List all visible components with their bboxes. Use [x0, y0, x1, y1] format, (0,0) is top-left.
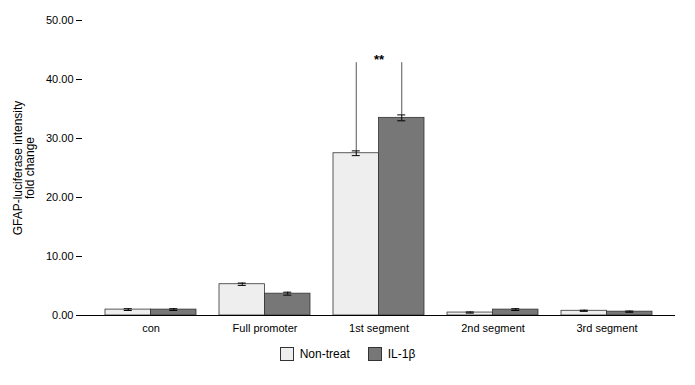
svg-text:**: ** [374, 52, 385, 67]
svg-text:20.00: 20.00 [46, 191, 74, 203]
svg-text:Full promoter: Full promoter [233, 322, 298, 334]
svg-text:50.00: 50.00 [46, 14, 74, 26]
svg-text:0.00: 0.00 [52, 309, 73, 321]
svg-text:30.00: 30.00 [46, 132, 74, 144]
svg-text:10.00: 10.00 [46, 250, 74, 262]
svg-text:con: con [142, 322, 160, 334]
html-text:Non-treat: Non-treat [299, 347, 350, 361]
html-text:IL-1β: IL-1β [387, 347, 416, 361]
svg-text:40.00: 40.00 [46, 73, 74, 85]
svg-text:3rd segment: 3rd segment [576, 322, 637, 334]
svg-text:2nd segment: 2nd segment [461, 322, 525, 334]
svg-text:GFAP-luciferase intensityfold: GFAP-luciferase intensityfold change [11, 101, 37, 236]
svg-text:1st segment: 1st segment [349, 322, 409, 334]
